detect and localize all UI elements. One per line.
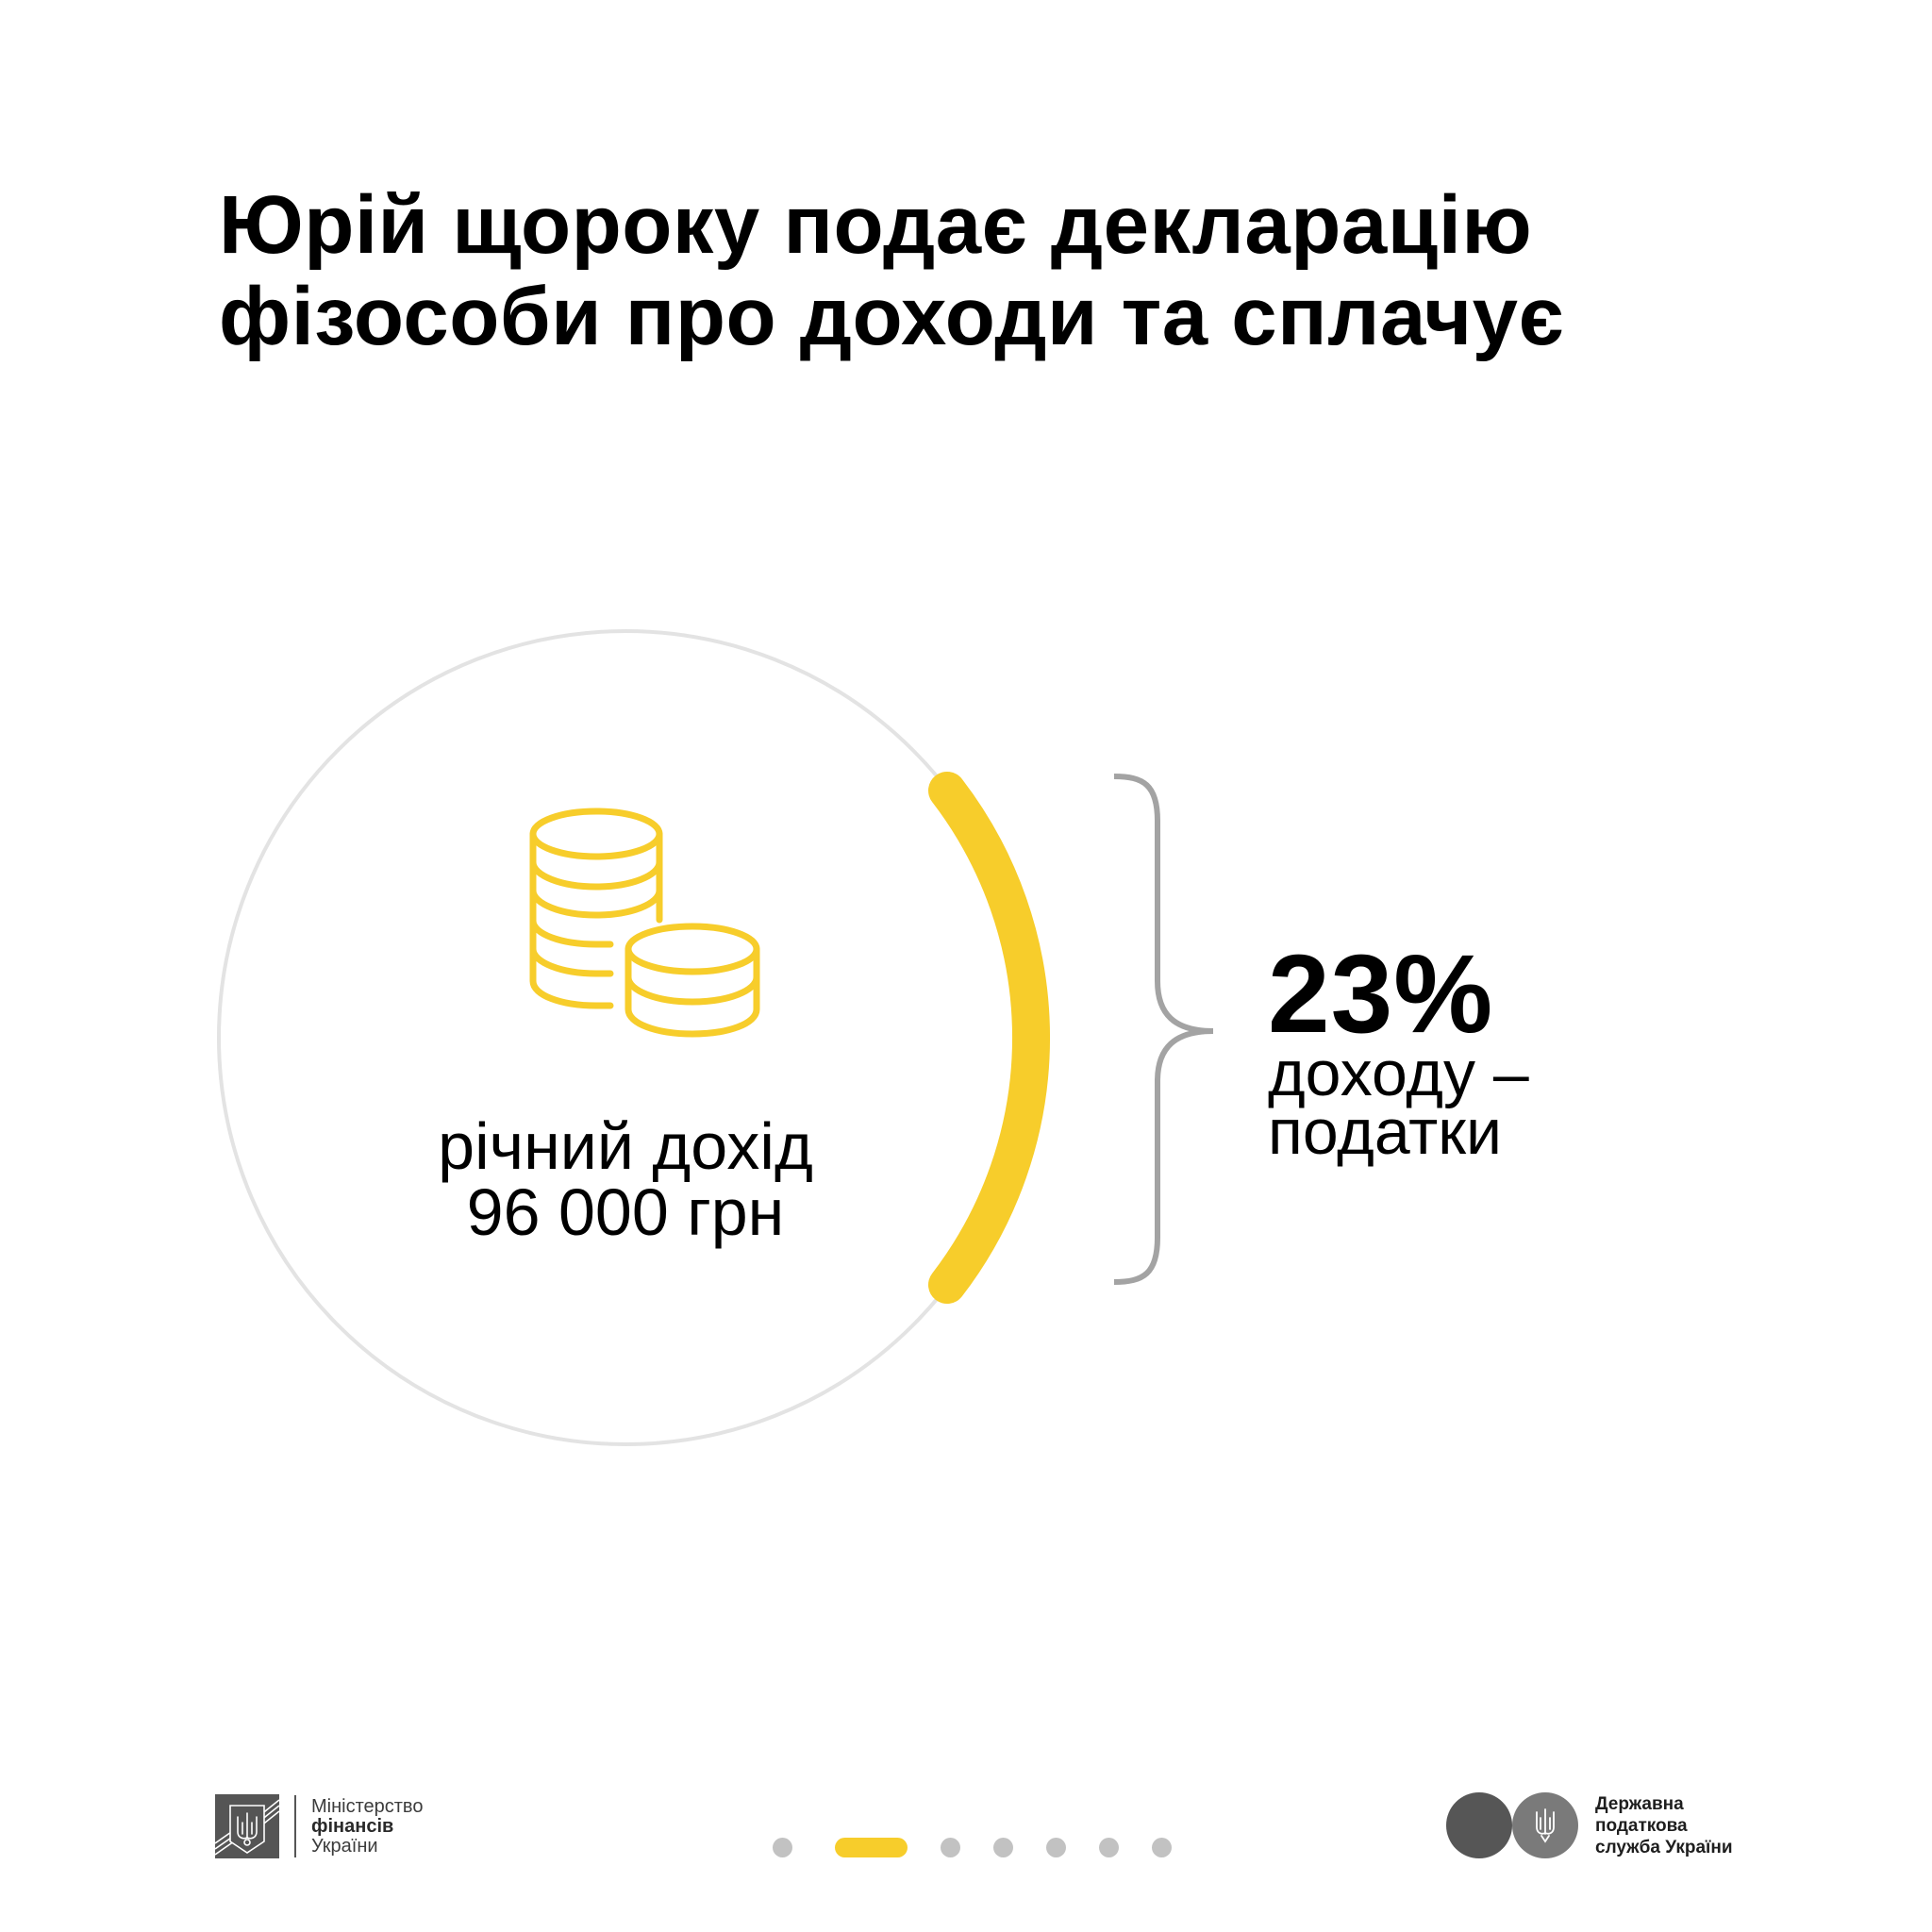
tax-service-logo: Державна податкова служба України: [1446, 1792, 1733, 1858]
tax-service-name-line-1: Державна: [1595, 1793, 1684, 1814]
tax-percent: 23%: [1268, 932, 1494, 1057]
tax-service-name-line-3: служба України: [1595, 1837, 1733, 1857]
carousel-pagination: [773, 1838, 1172, 1857]
ministry-of-finance-trident-icon: [215, 1794, 279, 1858]
pagination-dot-5[interactable]: [1046, 1838, 1066, 1857]
annual-income-title: річний дохід: [438, 1109, 813, 1183]
logo-divider: [294, 1795, 296, 1857]
ministry-of-finance-name: Міністерство фінансів України: [311, 1795, 424, 1857]
pagination-dot-1[interactable]: [773, 1838, 792, 1857]
tax-share-block: 23% доходу – податки: [1268, 932, 1529, 1168]
tax-caption-line-2: податки: [1268, 1096, 1503, 1168]
tax-service-trident-icon: [1446, 1792, 1578, 1858]
page-title: Юрій щороку подає декларацію фізособи пр…: [219, 179, 1747, 362]
coins-stack-icon: [529, 808, 760, 1038]
ministry-name-line-3: України: [311, 1835, 378, 1857]
ministry-of-finance-logo: Міністерство фінансів України: [215, 1793, 423, 1859]
pagination-dot-7[interactable]: [1152, 1838, 1172, 1857]
ministry-name-line-1: Міністерство: [311, 1795, 424, 1817]
pagination-dot-2-active[interactable]: [835, 1838, 908, 1857]
income-ring: [217, 629, 1034, 1446]
page-title-line-1: Юрій щороку подає декларацію: [219, 179, 1533, 271]
tax-service-name-line-2: податкова: [1595, 1815, 1688, 1836]
tax-caption: доходу – податки: [1268, 1038, 1529, 1168]
tax-caption-line-1: доходу –: [1268, 1038, 1529, 1109]
pagination-dot-4[interactable]: [993, 1838, 1013, 1857]
curly-brace: [1113, 774, 1214, 1285]
pagination-dot-3[interactable]: [941, 1838, 960, 1857]
page-title-line-2: фізособи про доходи та сплачує: [219, 271, 1565, 362]
tax-share-arc: [928, 772, 1050, 1304]
tax-service-name: Державна податкова служба України: [1595, 1793, 1733, 1858]
ministry-name-line-2: фінансів: [311, 1815, 394, 1837]
annual-income-label: річний дохід 96 000 грн: [342, 1113, 908, 1245]
annual-income-amount: 96 000 грн: [466, 1175, 785, 1249]
pagination-dot-6[interactable]: [1099, 1838, 1119, 1857]
